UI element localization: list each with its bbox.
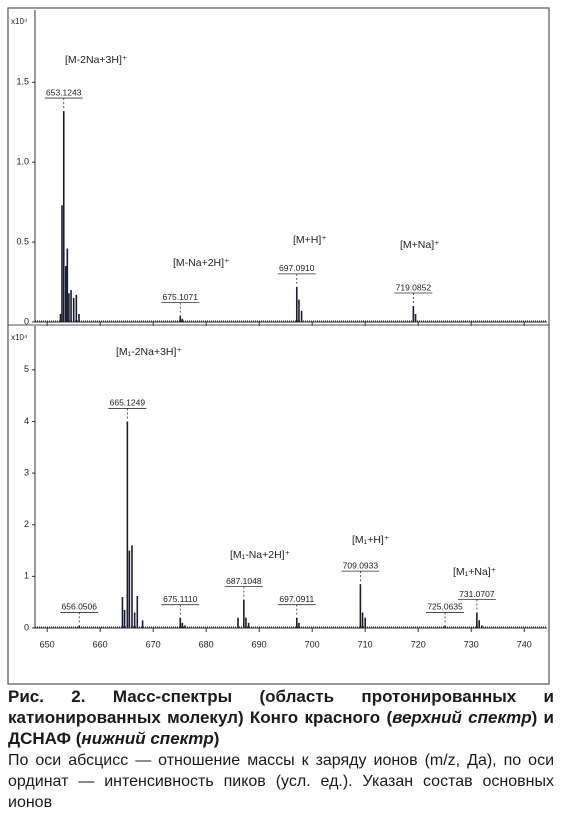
caption-part: нижний спектр [81,729,214,748]
ion-annotation: [M-2Na+3H]⁺ [65,54,128,66]
x-tick-label: 670 [146,639,161,649]
ion-annotation: [M+H]⁺ [293,234,327,246]
peak-label: 653.1243 [46,87,82,97]
x-tick-label: 700 [305,639,320,649]
peak-label: 719.0852 [396,282,432,292]
x-tick-label: 660 [93,639,108,649]
multiplier: x10⁴ [11,333,28,342]
caption-title: Рис. 2. Масс-спектры (область протониров… [8,686,554,749]
x-tick-label: 690 [252,639,267,649]
y-tick-label: 1.5 [16,77,29,87]
ion-annotation: [M+Na]⁺ [400,239,440,251]
y-tick-label: 1 [24,571,29,581]
y-tick-label: 2 [24,519,29,529]
y-tick-label: 0 [24,622,29,632]
x-tick-label: 740 [517,639,532,649]
caption-part: Рис. 2. Масс-спектры (область протониров… [8,687,554,727]
peak-label: 697.0910 [279,263,315,273]
peak-label: 697.0911 [279,594,314,604]
x-tick-label: 730 [464,639,479,649]
peak-label: 709.0933 [343,560,379,570]
peak-label: 687.1048 [226,576,262,586]
y-tick-label: 3 [24,467,29,477]
x-tick-label: 680 [199,639,214,649]
ion-annotation: [M₁-2Na+3H]⁺ [116,346,182,358]
peak-label: 675.1110 [163,594,197,604]
peak-label: 725.0635 [427,602,463,612]
caption-part: ) [213,729,220,748]
y-tick-label: 0 [24,316,29,326]
ion-annotation: [M₁+H]⁺ [352,534,390,546]
ion-annotation: [M₁-Na+2H]⁺ [230,549,291,561]
frame [7,7,550,685]
x-tick-label: 710 [358,639,373,649]
x-tick-label: 650 [40,639,55,649]
ion-annotation: [M₁+Na]⁺ [453,566,497,578]
peak-label: 731.0707 [459,589,495,599]
x-tick-label: 720 [411,639,426,649]
figure: x10⁴ 0 0.5 1.0 1.5 653.1243 675.1071 697.0910 71… [7,7,550,685]
multiplier: x10⁴ [11,17,28,26]
peak-label: 675.1071 [163,292,199,302]
y-tick-label: 4 [24,416,29,426]
caption-text: По оси абсцисс — отношение массы к заряд… [8,752,554,811]
peak-label: 656.0506 [62,602,98,612]
caption-part: ) и ДСНАФ ( [8,708,554,748]
y-tick-label: 5 [24,364,29,374]
y-tick-label: 1.0 [16,157,29,167]
caption-part: верхний спектр [392,708,532,727]
y-tick-label: 0.5 [16,236,29,246]
ion-annotation: [M-Na+2H]⁺ [173,257,230,269]
peak-label: 665.1249 [110,398,146,408]
